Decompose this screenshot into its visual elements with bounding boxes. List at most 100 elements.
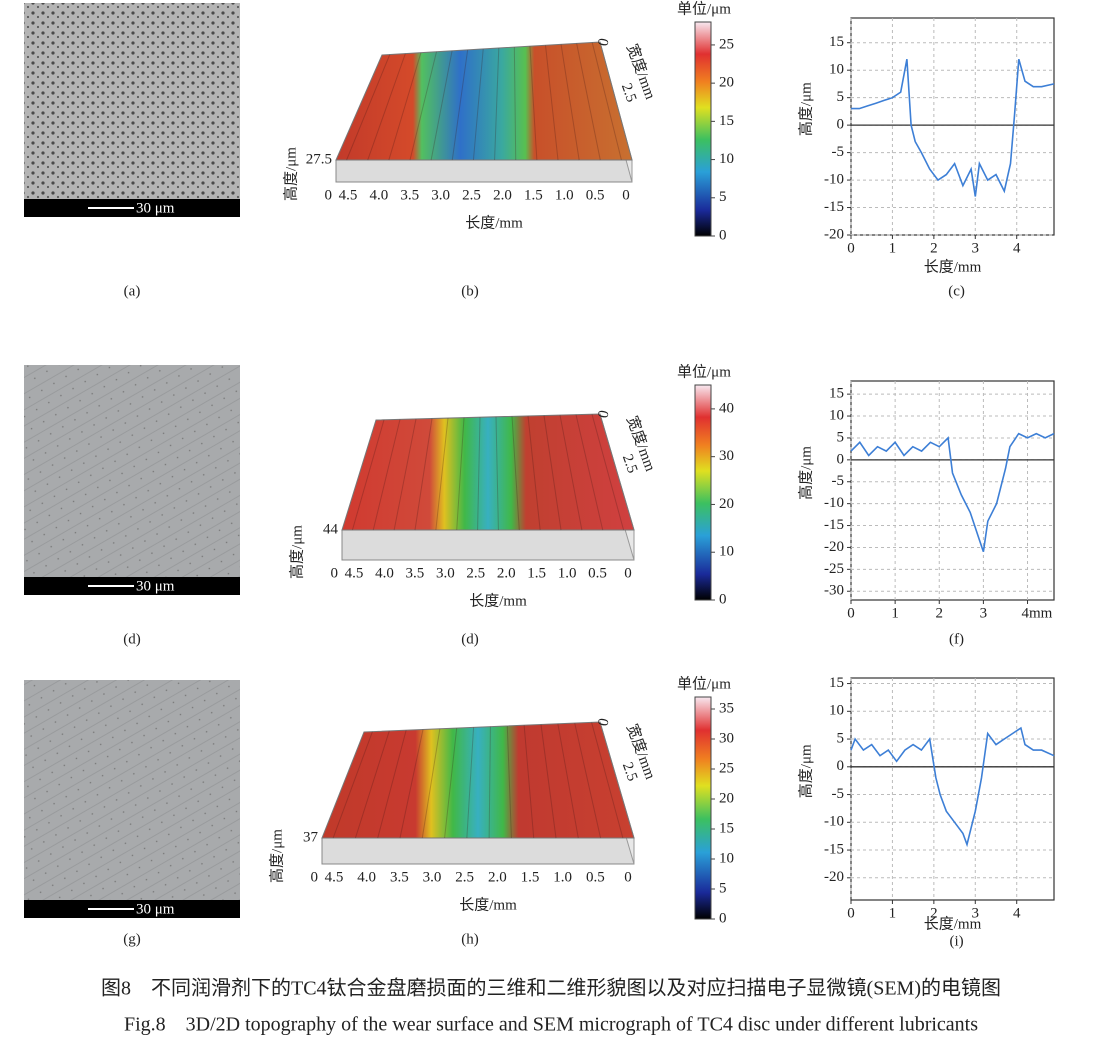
surface-y-tick: 2.5 bbox=[619, 760, 640, 783]
panel-caption: (i) bbox=[949, 933, 963, 949]
surface-texture bbox=[332, 731, 373, 839]
y-tick-label: -20 bbox=[824, 226, 844, 242]
surface-z-label: 高度/μm bbox=[268, 829, 285, 883]
y-tick-label: 10 bbox=[829, 407, 844, 423]
colorbar-tick-label: 30 bbox=[719, 730, 734, 746]
colorbar-tick-label: 10 bbox=[719, 151, 734, 167]
surface-x-tick: 3.5 bbox=[400, 187, 419, 203]
panel-caption: (f) bbox=[949, 631, 964, 647]
colorbar-tick-label: 20 bbox=[719, 75, 734, 91]
surface-x-tick: 1.5 bbox=[527, 565, 546, 581]
surface-texture bbox=[421, 728, 441, 839]
x-tick-label: 4 bbox=[1013, 905, 1021, 921]
y-tick-label: 15 bbox=[829, 675, 844, 691]
surface-texture bbox=[488, 726, 491, 839]
colorbar-tick-label: 5 bbox=[719, 880, 727, 896]
surface-top bbox=[341, 413, 635, 531]
y-tick-label: 5 bbox=[837, 730, 845, 746]
surface-texture bbox=[576, 43, 601, 161]
surface-texture bbox=[393, 418, 417, 531]
y-tick-label: -5 bbox=[832, 144, 845, 160]
surface-x-tick: 3.5 bbox=[406, 565, 425, 581]
surface-z-tick: 0 bbox=[331, 565, 339, 581]
surface-x-tick: 2.0 bbox=[488, 869, 507, 885]
surface-texture bbox=[540, 724, 557, 839]
surface-y-tick: 0 bbox=[596, 37, 613, 47]
y-tick-label: 15 bbox=[829, 34, 844, 50]
surface-x-tick: 0.5 bbox=[586, 187, 605, 203]
surface-texture bbox=[543, 415, 562, 531]
y-tick-label: -10 bbox=[824, 814, 844, 830]
colorbar-tick-label: 5 bbox=[719, 189, 727, 205]
y-tick-label: 10 bbox=[829, 62, 844, 78]
y-tick-label: -10 bbox=[824, 172, 844, 188]
colorbar bbox=[694, 384, 712, 601]
scale-bar-label: 30 μm bbox=[136, 901, 175, 917]
surface-y-tick: 0 bbox=[596, 717, 613, 727]
y-tick-label: -25 bbox=[824, 561, 844, 577]
surface-texture bbox=[495, 416, 499, 531]
surface-texture bbox=[451, 49, 469, 161]
surface-z-label: 高度/μm bbox=[288, 525, 305, 579]
colorbar-title: 单位/μm bbox=[677, 0, 731, 17]
y-axis-label: 高度/μm bbox=[797, 446, 814, 500]
x-tick-label: 4mm bbox=[1022, 605, 1053, 621]
caption-cn: 图8 不同润滑剂下的TC4钛合金盘磨损面的三维和二维形貌图以及对应扫描电子显微镜… bbox=[101, 977, 1001, 1000]
surface-texture bbox=[560, 44, 580, 161]
panel-caption: (a) bbox=[124, 283, 141, 299]
surface-x-tick: 4.0 bbox=[375, 565, 394, 581]
panel-caption: (c) bbox=[948, 283, 965, 299]
colorbar-tick-label: 25 bbox=[719, 760, 734, 776]
y-tick-label: 15 bbox=[829, 386, 844, 402]
surface-texture bbox=[529, 46, 538, 161]
x-tick-label: 0 bbox=[847, 240, 855, 256]
surface-texture bbox=[591, 414, 625, 531]
caption-en: Fig.8 3D/2D topography of the wear surfa… bbox=[124, 1014, 978, 1036]
colorbar-tick-label: 0 bbox=[719, 227, 727, 243]
colorbar-tick-label: 20 bbox=[719, 496, 734, 512]
x-tick-label: 1 bbox=[891, 605, 899, 621]
x-tick-label: 3 bbox=[972, 240, 980, 256]
x-axis-label: 长度/mm bbox=[924, 915, 982, 932]
plot-area bbox=[850, 677, 1055, 901]
x-tick-label: 2 bbox=[930, 240, 938, 256]
plot-area bbox=[850, 17, 1055, 236]
y-tick-label: 0 bbox=[837, 758, 845, 774]
surface-texture bbox=[456, 417, 465, 531]
surface-x-tick: 2.0 bbox=[497, 565, 516, 581]
surface-front bbox=[335, 159, 633, 183]
surface-y-tick: 2.5 bbox=[619, 452, 640, 475]
surface-x-tick: 1.5 bbox=[524, 187, 543, 203]
colorbar-tick-label: 25 bbox=[719, 36, 734, 52]
surface-x-tick: 1.5 bbox=[521, 869, 540, 885]
y-tick-label: 5 bbox=[837, 429, 845, 445]
surface-texture bbox=[414, 418, 433, 531]
x-tick-label: 0 bbox=[847, 905, 855, 921]
surface-front bbox=[321, 837, 635, 865]
y-tick-label: 5 bbox=[837, 89, 845, 105]
surface-texture bbox=[557, 723, 579, 839]
y-tick-label: -15 bbox=[824, 841, 844, 857]
y-tick-label: -20 bbox=[824, 869, 844, 885]
surface-texture bbox=[372, 419, 401, 531]
surface-texture bbox=[354, 730, 390, 839]
y-tick-label: -5 bbox=[832, 786, 845, 802]
surface-x-tick: 0.5 bbox=[588, 565, 607, 581]
surface-texture bbox=[466, 727, 475, 839]
surface-x-tick: 4.0 bbox=[370, 187, 389, 203]
x-tick-label: 4 bbox=[1013, 240, 1021, 256]
surface-texture bbox=[575, 414, 604, 531]
y-tick-label: 0 bbox=[837, 117, 845, 133]
surface-z-tick: 37 bbox=[303, 829, 319, 845]
colorbar-title: 单位/μm bbox=[677, 675, 731, 692]
y-tick-label: 0 bbox=[837, 451, 845, 467]
surface-x-tick: 2.5 bbox=[455, 869, 474, 885]
y-axis-label: 高度/μm bbox=[797, 744, 814, 798]
colorbar-tick-label: 15 bbox=[719, 113, 734, 129]
surface-x-label: 长度/mm bbox=[465, 214, 523, 231]
colorbar-tick-label: 40 bbox=[719, 400, 734, 416]
surface-texture bbox=[545, 45, 559, 161]
surface-x-tick: 4.5 bbox=[345, 565, 364, 581]
scale-bar-label: 30 μm bbox=[136, 578, 175, 594]
colorbar bbox=[694, 21, 712, 237]
